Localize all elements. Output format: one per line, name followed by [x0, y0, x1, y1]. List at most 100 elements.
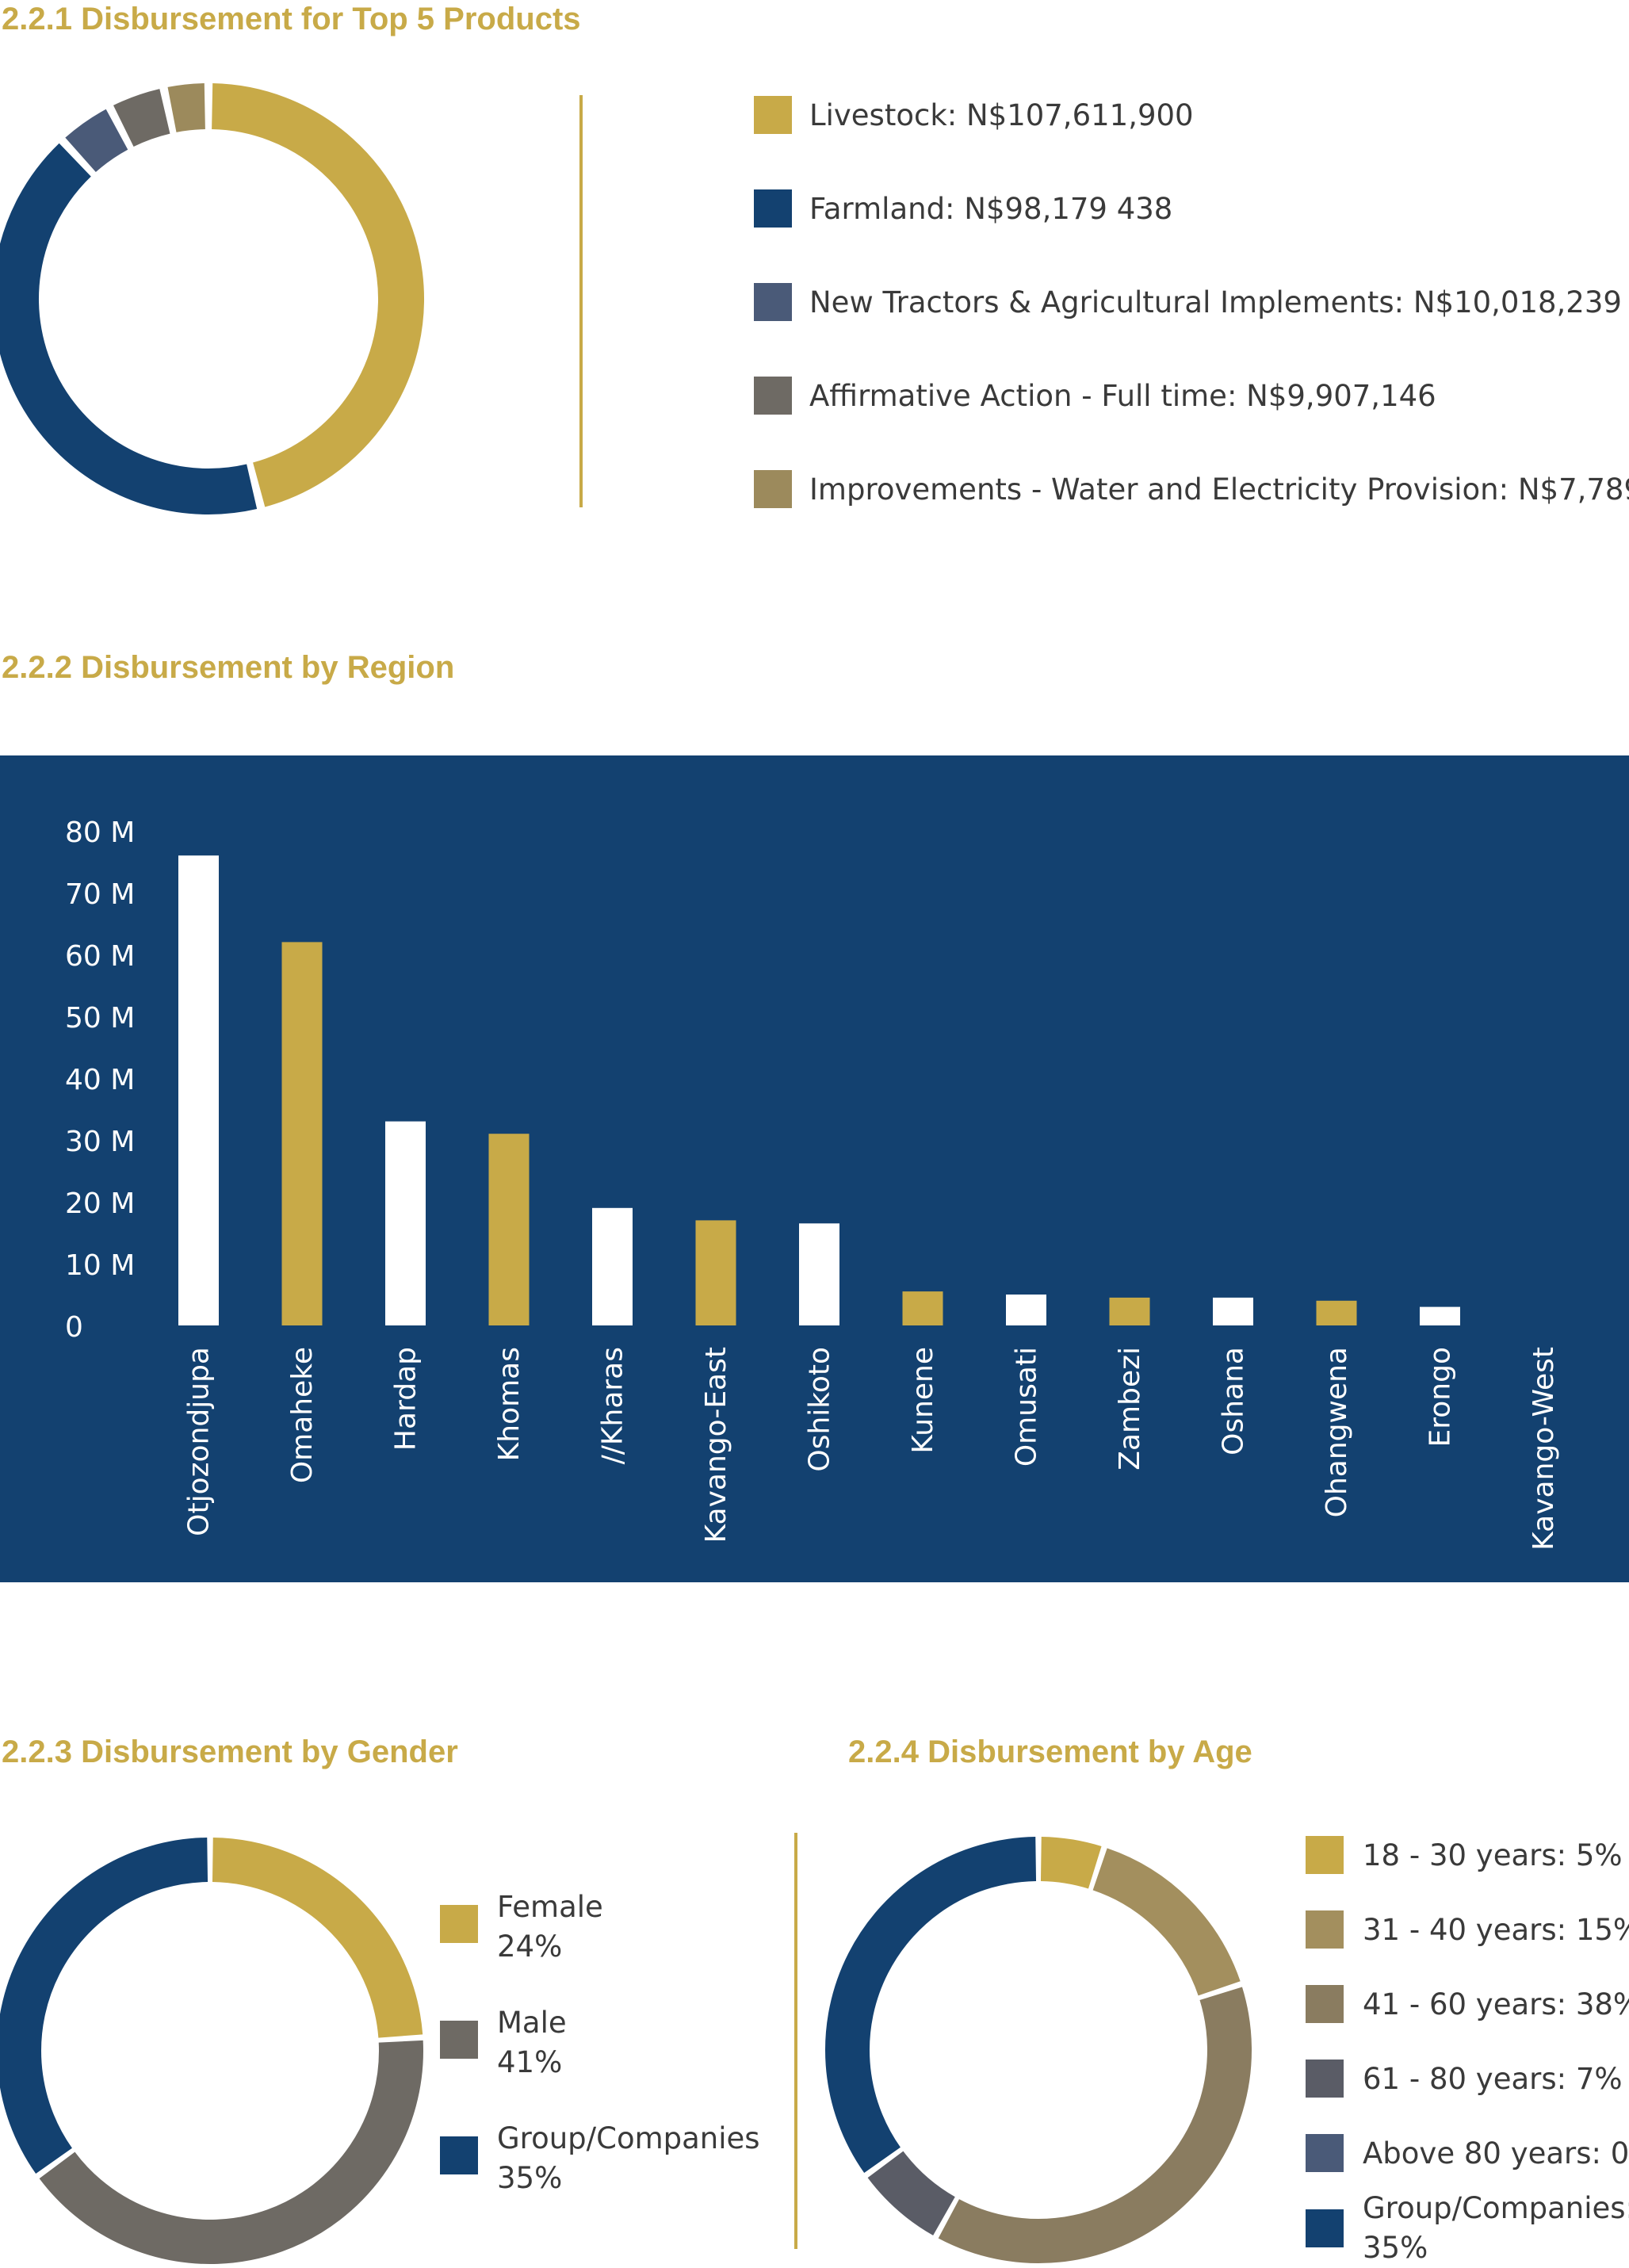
- donut-slice: [1092, 1848, 1241, 1996]
- x-tick-label: Kavango-West: [1528, 1347, 1560, 1551]
- bar: [385, 1121, 426, 1325]
- x-tick-label: Erongo: [1424, 1347, 1457, 1447]
- donut-slice: [938, 1987, 1252, 2263]
- legend-pct: 35%: [497, 2161, 563, 2195]
- legend-swatch: [754, 96, 792, 134]
- legend-item-31-40: 31 - 40 years: 15%: [1306, 1910, 1629, 1950]
- bar: [178, 855, 219, 1325]
- region-chart-panel: 0 10 M 20 M 30 M 40 M 50 M 60 M 70 M 80 M Otjozon…: [0, 755, 1629, 1582]
- donut-slice: [0, 143, 258, 514]
- legend-label: 18 - 30 years: 5%: [1363, 1838, 1623, 1872]
- legend-item-61-80: 61 - 80 years: 7%: [1306, 2060, 1623, 2099]
- legend-swatch: [754, 283, 792, 321]
- bar: [592, 1207, 633, 1325]
- gender-donut-chart: [0, 1838, 423, 2264]
- x-tick-label: Omaheke: [286, 1347, 319, 1483]
- donut-slice: [167, 83, 206, 132]
- legend-pct: 41%: [497, 2045, 563, 2079]
- legend-label: Livestock: N$107,611,900: [809, 98, 1194, 132]
- donut-slice: [113, 89, 171, 147]
- legend-swatch: [1306, 1985, 1344, 2023]
- donut-slice: [0, 1838, 208, 2174]
- legend-swatch: [754, 189, 792, 228]
- y-tick-label: 20 M: [65, 1188, 135, 1220]
- legend-label: Group/Companies: 35%: [1363, 2191, 1629, 2265]
- x-tick-label: //Kharas: [597, 1347, 629, 1464]
- age-divider: [794, 1833, 797, 2249]
- bar: [488, 1134, 530, 1325]
- legend-swatch: [440, 2136, 478, 2174]
- legend-swatch: [1306, 1910, 1344, 1949]
- legend-item-livestock: Livestock: N$107,611,900: [754, 96, 1194, 136]
- x-tick-label: Ohangwena: [1321, 1347, 1353, 1517]
- bar: [281, 942, 323, 1325]
- products-donut-chart: [0, 83, 424, 514]
- donut-slice: [867, 2151, 956, 2235]
- bar: [1420, 1306, 1460, 1325]
- x-tick-label: Khomas: [493, 1347, 526, 1461]
- y-tick-label: 30 M: [65, 1126, 135, 1158]
- legend-swatch: [754, 470, 792, 508]
- donut-slice: [39, 2040, 423, 2264]
- bar: [1213, 1297, 1253, 1325]
- y-tick-label: 60 M: [65, 940, 135, 973]
- bar: [1316, 1300, 1357, 1325]
- region-bar-chart: 0 10 M 20 M 30 M 40 M 50 M 60 M 70 M 80 M Otjozon…: [65, 817, 1560, 1551]
- legend-label: Above 80 years: 0%: [1363, 2136, 1629, 2170]
- legend-swatch: [1306, 1836, 1344, 1874]
- donut-slice: [211, 83, 424, 507]
- x-tick-label: Zambezi: [1114, 1347, 1146, 1471]
- products-heading: 2.2.1 Disbursement for Top 5 Products: [2, 2, 581, 36]
- legend-label: Male: [497, 2006, 567, 2040]
- y-tick-label: 80 M: [65, 817, 135, 849]
- legend-item-41-60: 41 - 60 years: 38%: [1306, 1985, 1629, 2025]
- legend-item-female: Female 24%: [440, 1887, 603, 1967]
- legend-item-age-group-companies: Group/Companies: 35%: [1306, 2189, 1629, 2268]
- age-donut-chart: [825, 1837, 1252, 2263]
- legend-label: New Tractors & Agricultural Implements: …: [809, 285, 1622, 319]
- bar: [902, 1291, 943, 1325]
- legend-swatch: [1306, 2060, 1344, 2098]
- donut-slice: [65, 109, 128, 173]
- legend-item-improvements: Improvements - Water and Electricity Pro…: [754, 470, 1629, 510]
- x-tick-label: Oshana: [1218, 1347, 1250, 1455]
- legend-item-affirmative-action: Affirmative Action - Full time: N$9,907,…: [754, 377, 1436, 416]
- donut-slice: [212, 1838, 423, 2039]
- x-tick-label: Omusati: [1011, 1347, 1043, 1467]
- y-tick-label: 0: [65, 1311, 83, 1344]
- legend-swatch: [440, 2021, 478, 2059]
- legend-item-group-companies: Group/Companies 35%: [440, 2119, 760, 2198]
- legend-swatch: [440, 1905, 478, 1943]
- legend-swatch: [754, 377, 792, 415]
- legend-item-above-80: Above 80 years: 0%: [1306, 2134, 1629, 2174]
- donut-slice: [1040, 1837, 1102, 1889]
- legend-item-farmland: Farmland: N$98,179 438: [754, 189, 1172, 229]
- y-tick-label: 50 M: [65, 1002, 135, 1035]
- y-tick-label: 10 M: [65, 1249, 135, 1282]
- legend-pct: 24%: [497, 1930, 563, 1964]
- region-heading: 2.2.2 Disbursement by Region: [2, 650, 455, 685]
- y-tick-label: 70 M: [65, 878, 135, 911]
- legend-label: 41 - 60 years: 38%: [1363, 1987, 1629, 2021]
- legend-item-tractors: New Tractors & Agricultural Implements: …: [754, 283, 1622, 323]
- legend-label: Farmland: N$98,179 438: [809, 192, 1173, 226]
- x-tick-label: Hardap: [390, 1347, 423, 1451]
- legend-item-male: Male 41%: [440, 2003, 567, 2083]
- x-tick-label: Kunene: [907, 1347, 939, 1454]
- x-tick-label: Kavango-East: [700, 1347, 732, 1543]
- bar: [695, 1220, 736, 1325]
- legend-label: Group/Companies: [497, 2121, 760, 2155]
- legend-swatch: [1306, 2134, 1344, 2172]
- legend-label: Female: [497, 1890, 603, 1924]
- gender-heading: 2.2.3 Disbursement by Gender: [2, 1734, 458, 1769]
- x-tick-label: Oshikoto: [804, 1347, 836, 1472]
- legend-label: 31 - 40 years: 15%: [1363, 1913, 1629, 1947]
- bar: [799, 1223, 839, 1325]
- bar: [1006, 1295, 1046, 1325]
- legend-swatch: [1306, 2209, 1344, 2247]
- age-heading: 2.2.4 Disbursement by Age: [848, 1734, 1252, 1769]
- x-tick-label: Otjozondjupa: [183, 1347, 216, 1536]
- legend-item-18-30: 18 - 30 years: 5%: [1306, 1836, 1623, 1876]
- bar: [1109, 1297, 1150, 1325]
- legend-label: Improvements - Water and Electricity Pro…: [809, 472, 1629, 507]
